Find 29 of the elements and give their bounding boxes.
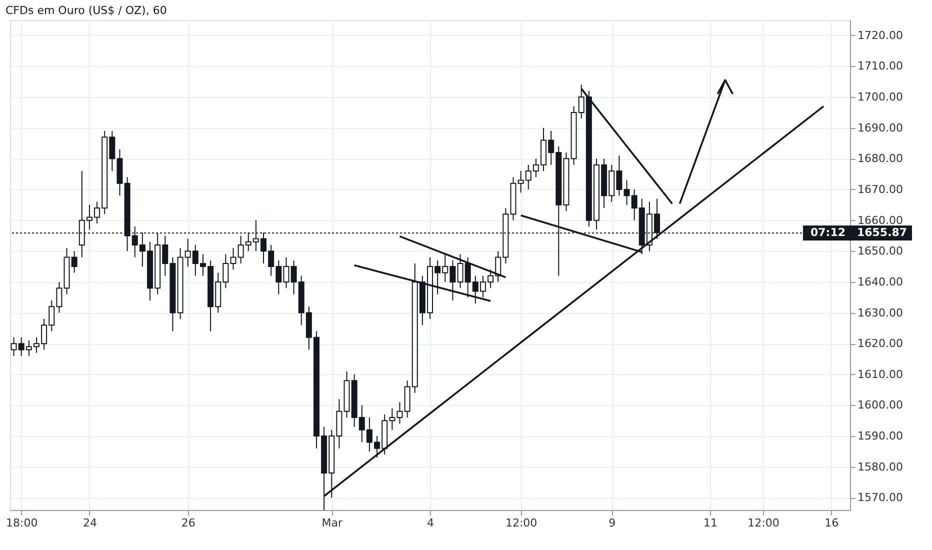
x-tick-label: 11 bbox=[704, 516, 718, 530]
y-tick-label: 1610.00 bbox=[858, 368, 903, 381]
y-tick-label: 1710.00 bbox=[858, 60, 903, 73]
y-tick-label: 1600.00 bbox=[858, 398, 903, 412]
y-tick-label: 1650.00 bbox=[858, 244, 903, 258]
y-tick-label: 1640.00 bbox=[858, 275, 903, 288]
y-tick-label: 1670.00 bbox=[858, 182, 903, 196]
y-tick-label: 1660.00 bbox=[858, 214, 903, 227]
y-tick-label: 1690.00 bbox=[858, 121, 903, 134]
x-tick-label: 16 bbox=[824, 516, 839, 530]
y-tick-label: 1580.00 bbox=[858, 460, 903, 474]
x-tick-label: 4 bbox=[427, 516, 434, 530]
x-tick-label: 18:00 bbox=[6, 516, 38, 530]
x-tick-label: 12:00 bbox=[505, 516, 538, 530]
y-tick-label: 1620.00 bbox=[858, 337, 903, 350]
x-tick-label: 26 bbox=[181, 516, 196, 530]
y-tick-label: 1680.00 bbox=[858, 152, 903, 166]
y-tick-label: 1700.00 bbox=[858, 90, 903, 104]
chart-title: CFDs em Ouro (US$ / OZ), 60 bbox=[6, 4, 167, 17]
x-tick-label: 9 bbox=[608, 516, 616, 530]
y-tick-label: 1720.00 bbox=[858, 28, 903, 42]
x-tick-label: 24 bbox=[82, 516, 97, 530]
x-tick-label: Mar bbox=[322, 516, 343, 530]
ref-line-label: 1655.87 bbox=[856, 226, 908, 240]
y-tick-label: 1570.00 bbox=[858, 491, 903, 504]
y-tick-label: 1630.00 bbox=[858, 306, 903, 320]
y-tick-label: 1590.00 bbox=[858, 430, 903, 443]
annotation: 07:12 bbox=[810, 226, 846, 240]
x-tick-label: 12:00 bbox=[748, 516, 780, 530]
